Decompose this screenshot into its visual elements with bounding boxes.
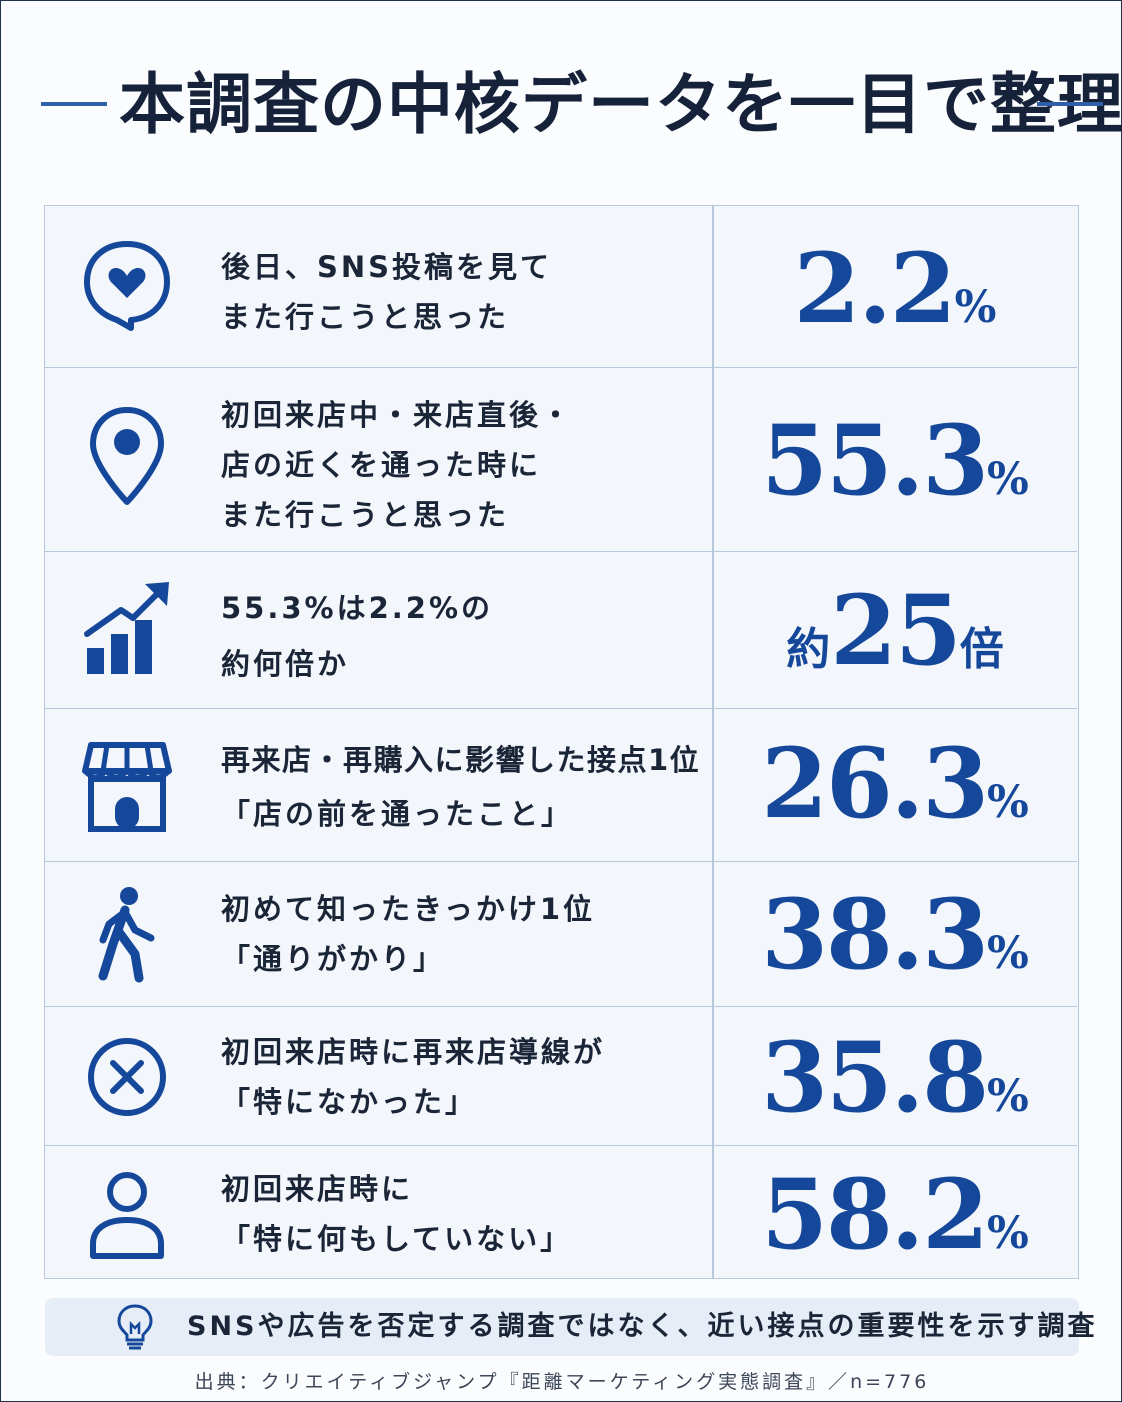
growth-chart-icon xyxy=(81,578,173,678)
row-label-line: 後日、SNS投稿を見て xyxy=(221,250,553,284)
row-value: 38.3% xyxy=(713,878,1077,991)
row-label-line: また行こうと思った xyxy=(221,498,510,532)
user-icon xyxy=(81,1164,173,1264)
row-label: 再来店・再購入に影響した接点1位 「店の前を通ったこと」 xyxy=(221,733,701,841)
row-label-line: 初回来店中・来店直後・ xyxy=(221,398,574,432)
data-table: 後日、SNS投稿を見て また行こうと思った 2.2% 初回来店中・来店直後・ 店… xyxy=(44,205,1079,1279)
table-row: 初めて知ったきっかけ1位 「通りがかり」 38.3% xyxy=(45,861,1077,1006)
table-row: 初回来店中・来店直後・ 店の近くを通った時に また行こうと思った 55.3% xyxy=(45,367,1077,551)
value-number: 2.2 xyxy=(793,232,957,345)
row-label-line: 55.3%は2.2%の xyxy=(221,591,494,625)
row-label-line: 店の近くを通った時に xyxy=(221,448,542,482)
value-number: 55.3 xyxy=(761,404,989,517)
table-row: 初回来店時に 「特に何もしていない」 58.2% xyxy=(45,1145,1077,1278)
column-divider xyxy=(712,552,714,708)
row-label: 初回来店中・来店直後・ 店の近くを通った時に また行こうと思った xyxy=(221,390,701,540)
page-title: 本調査の中核データを一目で整理 xyxy=(119,65,1122,143)
value-number: 38.3 xyxy=(761,878,989,991)
lightbulb-icon xyxy=(113,1302,157,1352)
value-number: 25 xyxy=(830,574,962,687)
row-label-line: 「店の前を通ったこと」 xyxy=(221,797,574,831)
row-label-line: 「通りがかり」 xyxy=(221,942,446,976)
row-label-line: また行こうと思った xyxy=(221,300,510,334)
column-divider xyxy=(712,368,714,551)
title-row: 本調査の中核データを一目で整理 xyxy=(1,59,1122,149)
row-label: 後日、SNS投稿を見て また行こうと思った xyxy=(221,242,701,342)
row-label-line: 初回来店時に xyxy=(221,1172,414,1206)
value-prefix: 約 xyxy=(786,624,831,675)
value-unit: % xyxy=(987,454,1029,505)
value-unit: % xyxy=(987,928,1029,979)
row-value: 55.3% xyxy=(713,404,1077,517)
value-unit: % xyxy=(987,777,1029,828)
title-rule-right xyxy=(1037,102,1103,106)
column-divider xyxy=(712,206,714,367)
value-number: 58.2 xyxy=(761,1158,989,1271)
value-unit: % xyxy=(954,282,997,333)
row-label-line: 約何倍か xyxy=(221,647,350,681)
map-pin-icon xyxy=(81,406,173,506)
value-unit: 倍 xyxy=(959,624,1004,675)
column-divider xyxy=(712,709,714,861)
row-label: 初回来店時に 「特に何もしていない」 xyxy=(221,1164,701,1264)
summary-note: SNSや広告を否定する調査ではなく、近い接点の重要性を示す調査 xyxy=(45,1298,1095,1356)
row-label-line: 「特になかった」 xyxy=(221,1085,478,1119)
column-divider xyxy=(712,862,714,1006)
table-row: 再来店・再購入に影響した接点1位 「店の前を通ったこと」 26.3% xyxy=(45,708,1077,861)
column-divider xyxy=(712,1146,714,1278)
row-label-line: 初めて知ったきっかけ1位 xyxy=(221,892,596,926)
source-citation: 出典：クリエイティブジャンプ『距離マーケティング実態調査』／n=776 xyxy=(194,1371,930,1393)
column-divider xyxy=(712,1007,714,1145)
row-label-line: 「特に何もしていない」 xyxy=(221,1222,573,1256)
row-label-line: 再来店・再購入に影響した接点1位 xyxy=(221,743,701,777)
row-label: 初めて知ったきっかけ1位 「通りがかり」 xyxy=(221,884,701,984)
table-row: 55.3%は2.2%の 約何倍か 約25倍 xyxy=(45,551,1077,708)
close-circle-icon xyxy=(81,1027,173,1127)
note-text: SNSや広告を否定する調査ではなく、近い接点の重要性を示す調査 xyxy=(187,1311,1098,1342)
row-value: 35.8% xyxy=(713,1021,1077,1134)
row-value: 2.2% xyxy=(713,232,1077,345)
row-value: 26.3% xyxy=(713,727,1077,840)
table-row: 初回来店時に再来店導線が 「特になかった」 35.8% xyxy=(45,1006,1077,1145)
row-label: 55.3%は2.2%の 約何倍か xyxy=(221,580,701,692)
table-row: 後日、SNS投稿を見て また行こうと思った 2.2% xyxy=(45,206,1077,367)
value-number: 35.8 xyxy=(761,1021,989,1134)
value-unit: % xyxy=(987,1208,1029,1259)
title-rule-left xyxy=(41,102,107,106)
storefront-icon xyxy=(81,735,173,835)
value-number: 26.3 xyxy=(761,727,989,840)
value-unit: % xyxy=(987,1071,1029,1122)
heart-speech-bubble-icon xyxy=(81,236,173,336)
row-value: 58.2% xyxy=(713,1158,1077,1271)
row-value: 約25倍 xyxy=(713,574,1077,687)
row-label: 初回来店時に再来店導線が 「特になかった」 xyxy=(221,1027,701,1127)
row-label-line: 初回来店時に再来店導線が xyxy=(221,1035,606,1069)
walking-person-icon xyxy=(81,884,173,984)
